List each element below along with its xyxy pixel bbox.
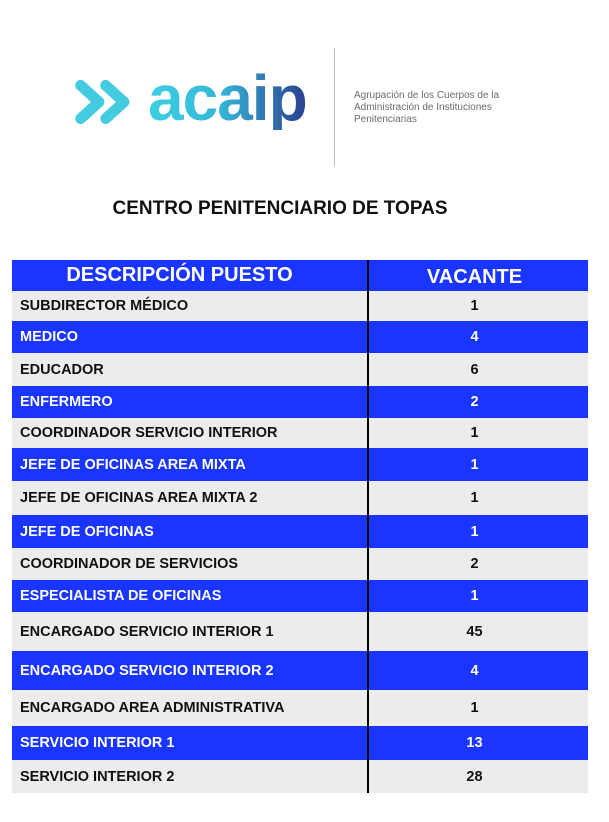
cell-puesto: ENCARGADO AREA ADMINISTRATIVA [20,700,285,716]
cell-puesto: JEFE DE OFICINAS AREA MIXTA 2 [20,490,258,506]
cell-puesto: SERVICIO INTERIOR 2 [20,768,175,785]
cell-vacante: 6 [367,353,588,386]
cell-vacante: 4 [367,321,588,353]
cell-vacante: 2 [367,386,588,418]
cell-vacante: 1 [367,418,588,448]
double-chevron-right-icon [75,79,130,125]
table-row: COORDINADOR DE SERVICIOS 2 [12,548,588,580]
cell-vacante: 1 [367,291,588,321]
cell-puesto: ENFERMERO [20,394,113,410]
cell-puesto: SERVICIO INTERIOR 1 [20,735,175,751]
column-header-vacante: VACANTE [367,260,588,291]
table-row: ENCARGADO SERVICIO INTERIOR 2 4 [12,651,588,690]
cell-puesto: EDUCADOR [20,361,104,378]
acaip-logo: acaip [74,62,308,142]
logo-divider [334,48,335,166]
table-row: EDUCADOR 6 [12,353,588,386]
cell-puesto: ENCARGADO SERVICIO INTERIOR 1 [20,623,274,640]
cell-vacante: 2 [367,548,588,580]
cell-vacante: 1 [367,448,588,481]
cell-vacante: 1 [367,690,588,726]
table-row: SUBDIRECTOR MÉDICO 1 [12,291,588,321]
cell-puesto: ESPECIALISTA DE OFICINAS [20,588,222,604]
cell-vacante: 4 [367,651,588,690]
table-row: JEFE DE OFICINAS AREA MIXTA 2 1 [12,481,588,515]
table-row: ENCARGADO SERVICIO INTERIOR 1 45 [12,612,588,651]
table-row: COORDINADOR SERVICIO INTERIOR 1 [12,418,588,448]
cell-puesto: SUBDIRECTOR MÉDICO [20,298,189,314]
cell-puesto: COORDINADOR SERVICIO INTERIOR [20,425,278,441]
table-row: ENFERMERO 2 [12,386,588,418]
table-row: JEFE DE OFICINAS AREA MIXTA 1 [12,448,588,481]
table-row: SERVICIO INTERIOR 1 13 [12,726,588,760]
cell-puesto: JEFE DE OFICINAS AREA MIXTA [20,456,246,473]
table-row: ENCARGADO AREA ADMINISTRATIVA 1 [12,690,588,726]
cell-vacante: 45 [367,612,588,651]
table-row: JEFE DE OFICINAS 1 [12,515,588,548]
logo-wordmark: acaip [148,62,308,134]
cell-vacante: 13 [367,726,588,760]
cell-vacante: 28 [367,760,588,793]
cell-vacante: 1 [367,580,588,612]
table-row: ESPECIALISTA DE OFICINAS 1 [12,580,588,612]
cell-puesto: ENCARGADO SERVICIO INTERIOR 2 [20,662,274,679]
vacancies-table: DESCRIPCIÓN PUESTO VACANTE SUBDIRECTOR M… [12,260,588,793]
cell-puesto: JEFE DE OFICINAS [20,523,154,540]
cell-vacante: 1 [367,481,588,515]
cell-puesto: COORDINADOR DE SERVICIOS [20,556,239,572]
column-header-puesto: DESCRIPCIÓN PUESTO [66,264,293,286]
page-title: CENTRO PENITENCIARIO DE TOPAS [112,198,448,219]
table-row: SERVICIO INTERIOR 2 28 [12,760,588,793]
organization-tagline: Agrupación de los Cuerpos de la Administ… [354,90,500,125]
table-row: MEDICO 4 [12,321,588,353]
cell-vacante: 1 [367,515,588,548]
cell-puesto: MEDICO [20,329,78,345]
table-header: DESCRIPCIÓN PUESTO VACANTE [12,260,588,291]
